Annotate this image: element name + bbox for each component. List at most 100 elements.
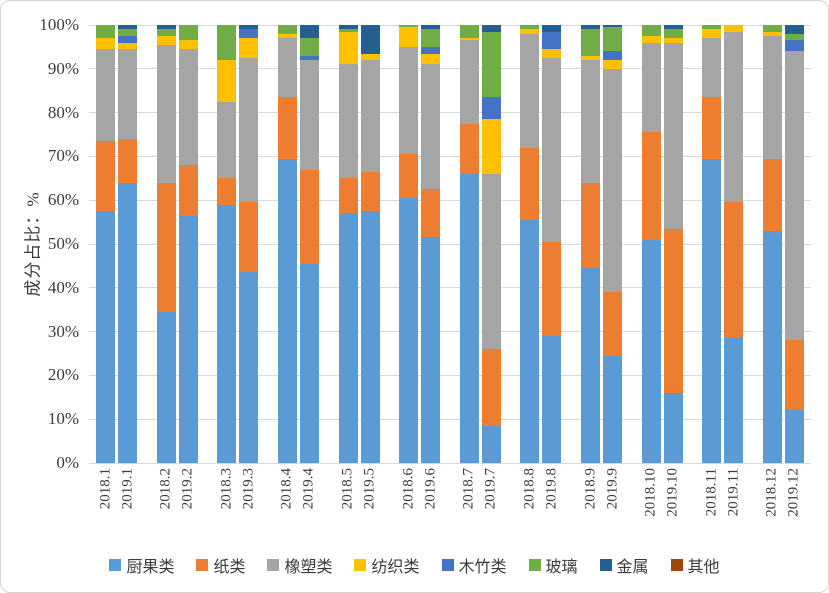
bar-segment <box>520 25 540 30</box>
bar-segment <box>542 25 562 32</box>
legend-swatch <box>354 559 367 571</box>
bar-segment <box>581 25 600 30</box>
bar-segment <box>421 53 441 65</box>
bar-segment <box>96 25 115 39</box>
x-tick-label: 2019.1 <box>118 468 137 546</box>
x-tick-label-text: 2019.4 <box>300 468 317 510</box>
bar-group <box>581 25 622 463</box>
gridline <box>89 287 811 289</box>
bar-segment <box>603 25 622 28</box>
bar-segment <box>239 202 259 273</box>
bar-segment <box>217 101 237 179</box>
bar-segment <box>217 60 237 102</box>
x-tick-label: 2018.5 <box>339 468 358 546</box>
x-tick-label-text: 2018.5 <box>339 468 356 510</box>
bar-segment <box>641 239 661 463</box>
bar-group <box>459 25 501 463</box>
legend-label: 玻璃 <box>545 559 578 576</box>
bar-segment <box>156 25 176 30</box>
bar-segment <box>156 35 176 45</box>
stacked-bar <box>542 25 562 463</box>
bar-segment <box>118 42 137 50</box>
x-label-group: 2018.2 2019.2 <box>157 468 198 546</box>
stacked-bar <box>217 25 237 463</box>
y-tick-label: 10% <box>47 409 79 429</box>
x-tick-label: 2018.4 <box>278 468 297 546</box>
bar-group <box>702 25 744 463</box>
x-tick-label: 2019.9 <box>603 468 622 546</box>
legend-label: 其他 <box>687 559 720 576</box>
bar-segment <box>338 178 358 214</box>
bar-segment <box>338 213 358 463</box>
bar-group <box>156 25 198 463</box>
legend-item: 纸类 <box>196 553 245 577</box>
x-tick-label: 2018.1 <box>96 468 115 546</box>
legend-swatch <box>599 559 612 571</box>
bar-segment <box>399 46 419 155</box>
bar-segment <box>421 29 441 47</box>
bar-segment <box>581 29 600 56</box>
bar-segment <box>399 25 419 28</box>
x-tick-label: 2019.3 <box>239 468 258 546</box>
x-tick-label-text: 2019.6 <box>422 468 439 510</box>
x-label-group: 2018.3 2019.3 <box>217 468 258 546</box>
legend-swatch <box>441 559 454 571</box>
bar-segment <box>156 29 176 36</box>
bar-segment <box>299 25 319 39</box>
gridline <box>89 462 811 464</box>
bar-segment <box>724 25 744 32</box>
legend-item: 其他 <box>670 553 720 577</box>
bar-group <box>399 25 441 463</box>
bar-segment <box>784 40 804 52</box>
x-tick-label: 2019.2 <box>179 468 198 546</box>
stacked-bar <box>641 25 661 463</box>
bar-segment <box>663 42 683 229</box>
y-tick-label: 90% <box>47 58 79 78</box>
bar-segment <box>724 202 744 339</box>
bar-segment <box>603 27 622 52</box>
bar-group <box>277 25 319 463</box>
bar-segment <box>277 97 297 159</box>
legend-label: 橡塑类 <box>284 559 333 576</box>
bar-segment <box>581 55 600 61</box>
bar-segment <box>399 27 419 47</box>
legend-swatch <box>670 559 683 571</box>
bar-segment <box>481 25 501 32</box>
x-tick-label-text: 2018.1 <box>97 468 113 510</box>
bar-segment <box>520 147 540 220</box>
bar-segment <box>603 68 622 293</box>
legend-label: 纺织类 <box>371 559 420 576</box>
x-label-group: 2018.6 2019.6 <box>399 468 440 546</box>
x-label-group: 2018.7 2019.7 <box>460 468 501 546</box>
y-tick-label: 70% <box>47 146 79 166</box>
x-label-group: 2018.12 2019.12 <box>763 468 804 546</box>
x-tick-label-text: 2018.3 <box>218 468 235 510</box>
x-tick-label-text: 2018.4 <box>278 468 295 510</box>
bar-segment <box>118 25 137 30</box>
legend-item: 橡塑类 <box>267 553 332 577</box>
bar-segment <box>481 349 501 426</box>
stacked-bar <box>581 25 600 463</box>
bar-segment <box>178 40 198 50</box>
gridline <box>89 243 811 245</box>
gridline <box>89 199 811 201</box>
stacked-bar <box>724 25 744 463</box>
bar-segment <box>724 31 744 203</box>
y-tick-label: 0% <box>56 453 79 472</box>
bar-segment <box>360 53 380 61</box>
bar-segment <box>360 171 380 212</box>
stacked-bar <box>178 25 198 463</box>
x-tick-label-text: 2018.9 <box>582 468 598 510</box>
bar-segment <box>178 165 198 216</box>
bar-segment <box>299 38 319 56</box>
x-tick-label: 2019.8 <box>542 468 561 546</box>
bar-segment <box>239 29 259 39</box>
x-label-group: 2018.8 2019.8 <box>520 468 561 546</box>
x-tick-label: 2018.8 <box>520 468 539 546</box>
stacked-bar <box>118 25 137 463</box>
bar-segment <box>277 158 297 463</box>
bar-segment <box>641 42 661 133</box>
bar-segment <box>96 211 115 463</box>
bar-segment <box>178 49 198 166</box>
bar-segment <box>481 173 501 350</box>
